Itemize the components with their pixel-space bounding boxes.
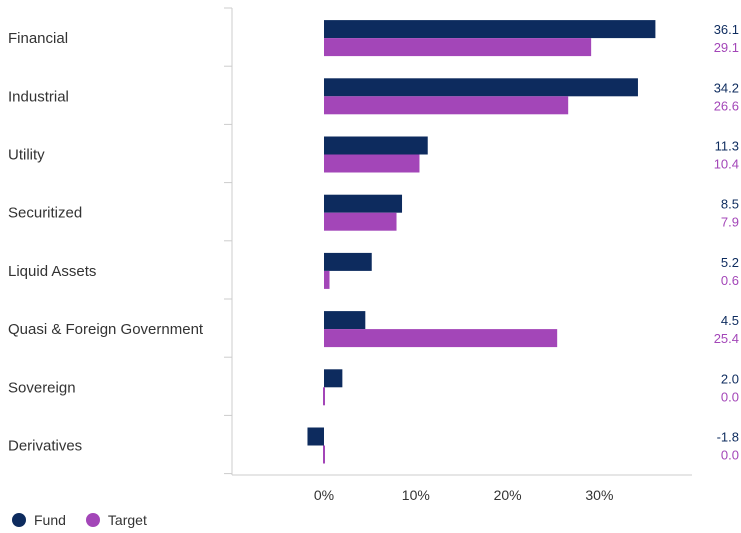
category-label: Quasi & Foreign Government [8,321,204,338]
value-label-target: 10.4 [714,157,739,172]
legend-swatch-target [85,513,100,527]
bar-fund[interactable] [307,427,324,446]
category-label: Utility [8,147,45,164]
value-label-target: 25.4 [714,331,739,346]
bar-fund[interactable] [324,311,366,330]
value-label-fund: -1.8 [717,430,739,445]
value-labels: 36.1 29.1 34.2 26.6 11.3 10.4 8.5 7.9 5.2 0.6 4.5 2… [714,22,739,462]
legend: Fund Target [12,512,147,528]
value-label-fund: 5.2 [721,255,739,270]
bar-target[interactable] [324,212,397,231]
x-axis-ticks: 0% 10% 20% 30% [314,487,614,503]
bar-target[interactable] [323,445,325,464]
value-label-fund: 4.5 [721,313,739,328]
category-separators [224,7,232,475]
value-label-target: 0.0 [721,389,739,404]
value-label-target: 0.0 [721,448,739,463]
bar-target[interactable] [324,154,420,173]
value-label-target: 29.1 [714,40,739,55]
bar-target[interactable] [324,96,569,115]
category-labels: Financial Industrial Utility Securitized Liq… [8,30,204,454]
category-label: Derivatives [8,438,82,455]
bars [307,20,656,464]
bar-fund[interactable] [324,252,372,271]
value-label-target: 0.6 [721,273,739,288]
bar-fund[interactable] [324,136,428,155]
category-label: Financial [8,30,68,47]
bar-target[interactable] [323,387,325,406]
bar-target[interactable] [324,270,330,289]
legend-label-target: Target [107,512,147,528]
category-label: Industrial [8,88,69,105]
category-label: Liquid Assets [8,263,96,280]
x-tick-label: 30% [585,487,613,503]
legend-label-fund: Fund [34,512,66,528]
value-label-fund: 8.5 [721,197,739,212]
x-tick-label: 20% [494,487,522,503]
legend-item-target[interactable]: Target [85,512,147,528]
bar-fund[interactable] [324,20,656,39]
value-label-fund: 2.0 [721,371,739,386]
bar-target[interactable] [324,329,558,348]
value-label-fund: 11.3 [715,139,739,154]
value-label-target: 7.9 [721,215,739,230]
value-label-target: 26.6 [714,98,739,113]
category-label: Sovereign [8,379,76,396]
bar-fund[interactable] [324,78,638,97]
x-tick-label: 10% [402,487,430,503]
legend-item-fund[interactable]: Fund [12,512,66,528]
category-label: Securitized [8,205,82,222]
x-tick-label: 0% [314,487,334,503]
value-label-fund: 36.1 [714,22,739,37]
bar-fund[interactable] [324,194,403,213]
legend-swatch-fund [12,513,26,527]
bar-fund[interactable] [324,369,343,388]
bar-target[interactable] [324,38,592,57]
value-label-fund: 34.2 [714,80,739,95]
